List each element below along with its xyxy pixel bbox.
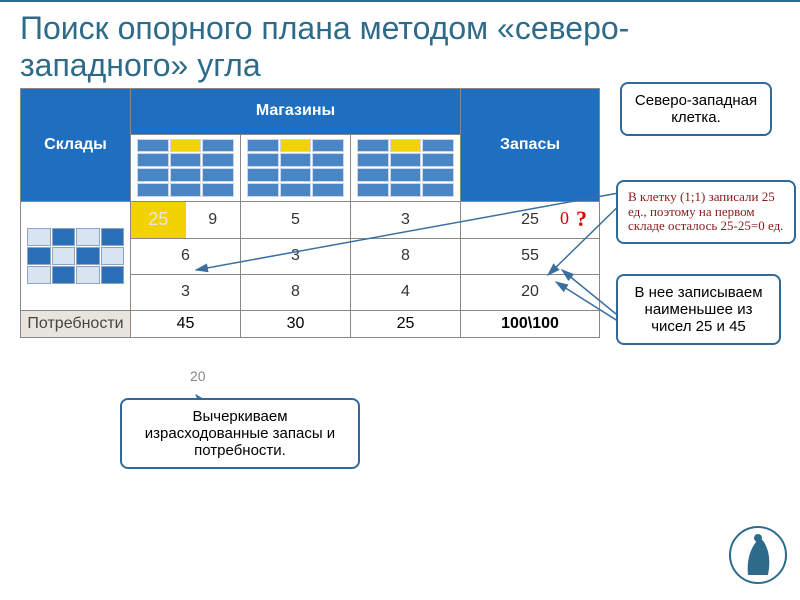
callout-nw: Северо-западная клетка. xyxy=(620,82,772,137)
logo-icon xyxy=(728,520,788,590)
red-zero: 0 xyxy=(560,208,569,229)
cost-2-3: 8 xyxy=(351,238,461,274)
extra-20: 20 xyxy=(190,368,206,384)
mini-table-3 xyxy=(351,134,461,201)
transport-table: Склады Магазины Запасы xyxy=(20,88,600,338)
cost-1-2: 5 xyxy=(241,201,351,238)
demand-2: 30 xyxy=(241,310,351,337)
stock-2: 55 xyxy=(461,238,600,274)
th-warehouses: Склады xyxy=(21,88,131,201)
total: 100\100 xyxy=(461,310,600,337)
mini-table-1 xyxy=(131,134,241,201)
th-shops: Магазины xyxy=(131,88,461,134)
cost-3-2: 8 xyxy=(241,274,351,310)
page-title: Поиск опорного плана методом «северо-зап… xyxy=(0,0,800,84)
thumb-stack xyxy=(21,201,131,310)
cost-2-1: 6 xyxy=(131,238,241,274)
callout-strike: Вычеркиваем израсходованные запасы и пот… xyxy=(120,398,360,470)
demand-label: Потребности xyxy=(21,310,131,337)
cost-3-1: 3 xyxy=(131,274,241,310)
callout-deduct: В клетку (1;1) записали 25 ед., поэтому … xyxy=(616,180,796,245)
cost-1-3: 3 xyxy=(351,201,461,238)
th-stocks: Запасы xyxy=(461,88,600,201)
demand-3: 25 xyxy=(351,310,461,337)
cell-1-1: 25 9 xyxy=(131,201,241,238)
mini-table-2 xyxy=(241,134,351,201)
stock-3: 20 xyxy=(461,274,600,310)
red-question: ? xyxy=(576,206,587,232)
allocation-1-1: 25 xyxy=(131,202,186,238)
demand-1: 45 xyxy=(131,310,241,337)
cost-2-2: 3 xyxy=(241,238,351,274)
cost-3-3: 4 xyxy=(351,274,461,310)
callout-assign: В нее записываем наименьшее из чисел 25 … xyxy=(616,274,781,346)
cost-1-1: 9 xyxy=(186,202,241,238)
